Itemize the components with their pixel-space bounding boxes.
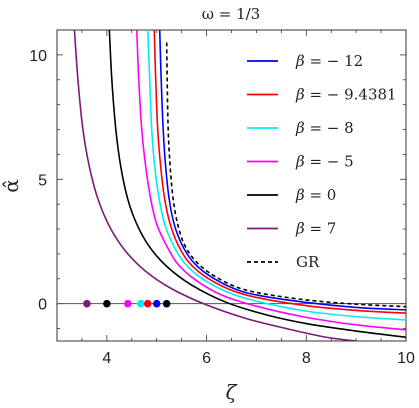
root-marker [152, 299, 161, 308]
series-layer [73, 30, 406, 341]
series-line [146, 30, 406, 321]
legend-label: GR [296, 253, 320, 271]
legend-label: β = − 5 [295, 153, 354, 171]
x-tick-label: 8 [302, 350, 311, 367]
legend-label: β = − 9.4381 [295, 86, 397, 104]
series-line [108, 30, 406, 339]
y-axis-label: α̂ [0, 179, 23, 193]
root-marker [123, 299, 132, 308]
series-line [153, 30, 406, 314]
y-tick-label: 5 [38, 172, 47, 189]
legend-label: β = − 8 [295, 119, 354, 137]
x-tick-label: 10 [397, 350, 415, 367]
series-line [158, 30, 406, 311]
root-marker [136, 299, 145, 308]
series-line [165, 42, 406, 308]
root-marker [143, 299, 152, 308]
legend-label: β = 0 [295, 186, 336, 204]
root-marker [162, 299, 171, 308]
series-line [73, 30, 357, 341]
x-axis-label: ζ [226, 380, 238, 404]
y-tick-label: 0 [38, 297, 47, 314]
root-marker [83, 299, 91, 308]
chart-title: ω = 1/3 [202, 5, 260, 23]
root-marker [103, 299, 111, 308]
legend-label: β = 7 [295, 220, 336, 238]
legend: β = − 12 β = − 9.4381 β = − 8 β = − 5 β = 0 β… [247, 52, 397, 271]
axis-ticks: 4 6 8 10 0 5 10 [29, 29, 415, 367]
x-tick-label: 4 [102, 350, 111, 367]
series-line [135, 30, 406, 331]
y-tick-label: 10 [29, 48, 47, 65]
legend-label: β = − 12 [295, 52, 363, 70]
x-tick-label: 6 [202, 350, 211, 367]
marker-layer [83, 299, 171, 308]
